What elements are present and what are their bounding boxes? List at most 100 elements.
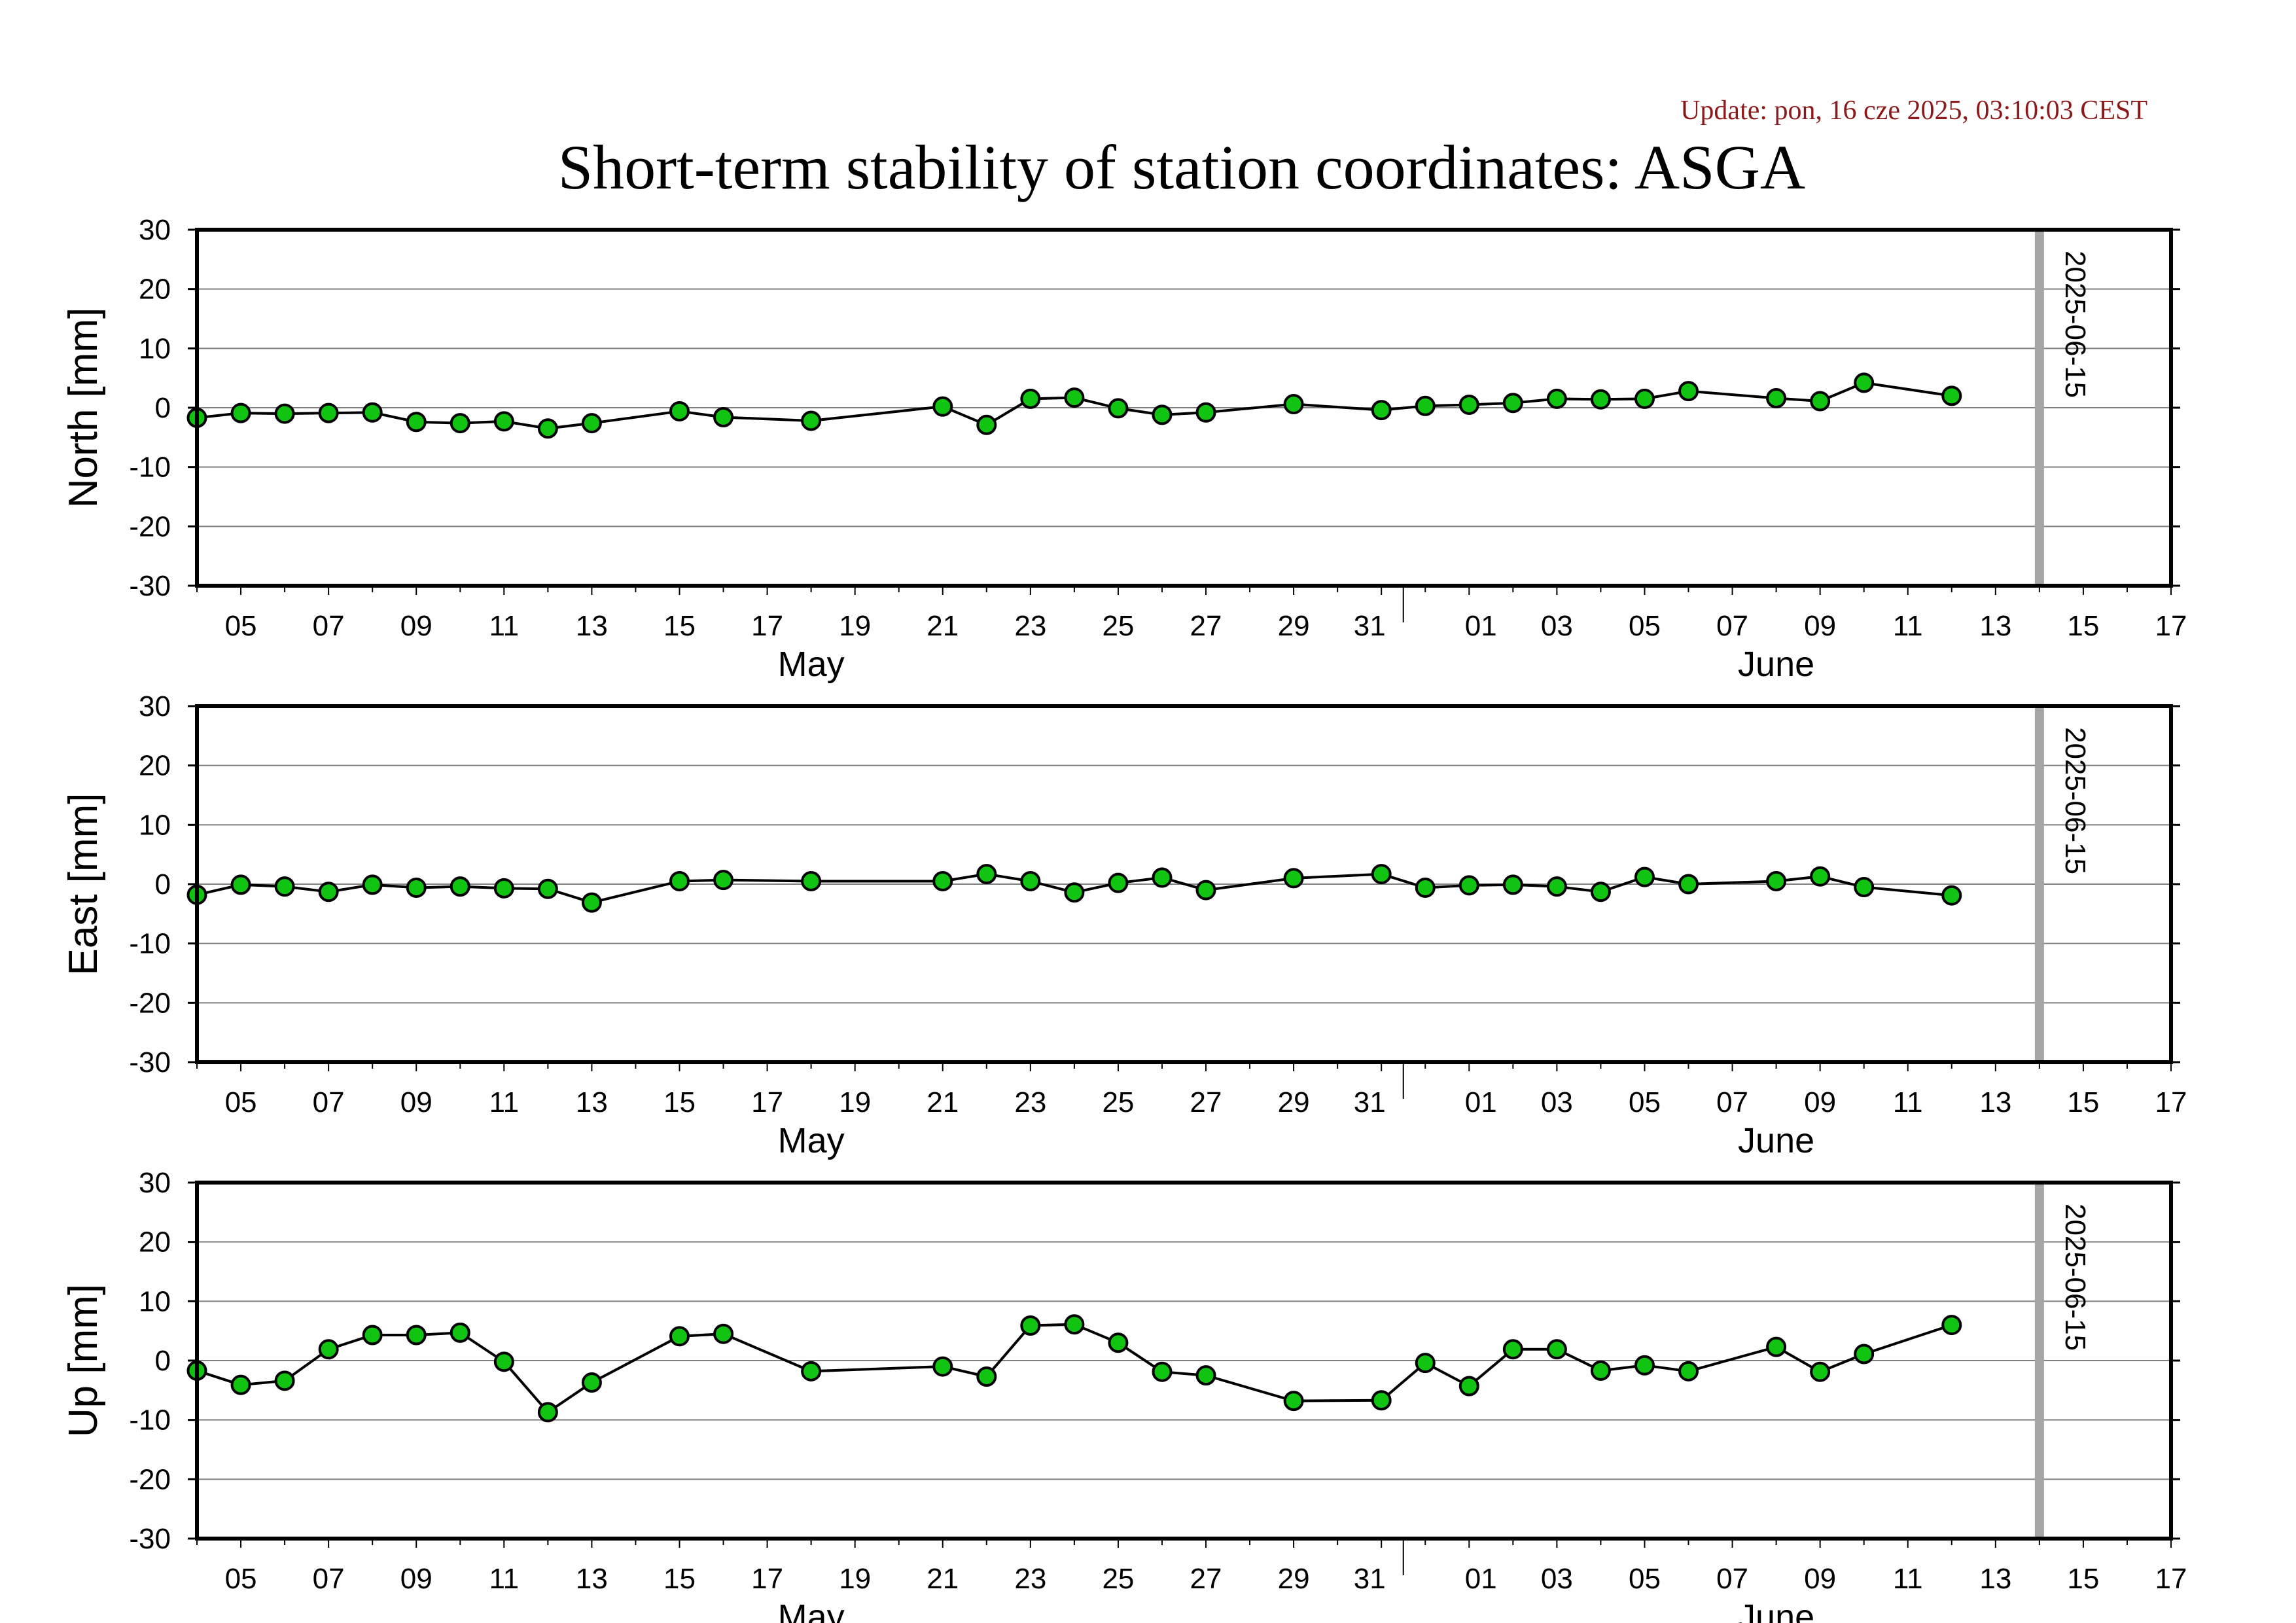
x-tick-label: 25 — [1102, 610, 1134, 642]
data-point — [1283, 868, 1304, 889]
y-tick-label: 30 — [139, 1167, 171, 1199]
data-point — [1371, 1390, 1392, 1411]
data-point — [1371, 864, 1392, 885]
x-tick-label: 17 — [2155, 1086, 2187, 1118]
x-tick-label: 15 — [2067, 610, 2099, 642]
y-axis-label: Up [mm] — [61, 1284, 106, 1437]
data-point — [1108, 872, 1129, 893]
y-tick-label: -20 — [129, 1463, 171, 1495]
y-tick-label: -20 — [129, 987, 171, 1019]
y-tick-label: 20 — [139, 1226, 171, 1258]
x-tick-label: 19 — [839, 1086, 871, 1118]
data-point — [1020, 870, 1041, 891]
plot-frame — [195, 1181, 2173, 1541]
y-tick-label: -20 — [129, 510, 171, 543]
data-point — [318, 402, 339, 423]
y-tick-label: -10 — [129, 452, 171, 484]
x-tick-label: 29 — [1278, 1563, 1310, 1595]
x-tick-label: 05 — [1629, 1563, 1661, 1595]
data-point — [669, 401, 690, 421]
x-tick-label: 13 — [576, 1563, 608, 1595]
data-point — [493, 411, 514, 432]
data-point — [1283, 394, 1304, 415]
x-tick-label: 25 — [1102, 1563, 1134, 1595]
month-label: May — [778, 645, 845, 684]
x-tick-label: 07 — [1716, 610, 1748, 642]
y-tick-label: 0 — [155, 868, 171, 901]
y-tick-label: 30 — [139, 690, 171, 722]
data-point — [318, 882, 339, 902]
x-tick-label: 03 — [1541, 1563, 1573, 1595]
x-tick-label: 23 — [1014, 1086, 1046, 1118]
data-point — [1195, 402, 1216, 423]
x-tick-label: 17 — [2155, 1563, 2187, 1595]
data-point — [274, 1370, 295, 1391]
plot-frame — [195, 704, 2173, 1064]
data-point — [1020, 1315, 1041, 1336]
x-tick-label: 15 — [2067, 1086, 2099, 1118]
x-tick-label: 13 — [1979, 1563, 2011, 1595]
data-point — [581, 413, 602, 434]
data-point — [1590, 389, 1611, 410]
data-point — [1546, 1339, 1567, 1360]
data-point — [450, 413, 470, 434]
x-tick-label: 07 — [1716, 1563, 1748, 1595]
data-point — [581, 1372, 602, 1393]
x-tick-label: 27 — [1190, 1563, 1222, 1595]
data-point — [1678, 1361, 1699, 1382]
x-tick-label: 11 — [489, 1086, 519, 1118]
data-point — [1766, 1336, 1787, 1357]
data-point — [713, 407, 734, 428]
x-tick-label: 07 — [313, 610, 345, 642]
data-point — [1195, 880, 1216, 901]
data-point — [362, 874, 383, 895]
update-timestamp: Update: pon, 16 cze 2025, 03:10:03 CEST — [1680, 96, 2147, 126]
data-point — [1458, 875, 1479, 896]
data-point — [976, 414, 997, 435]
date-marker-label: 2025-06-15 — [2059, 727, 2091, 874]
data-point — [230, 402, 251, 423]
x-tick-label: 05 — [225, 1563, 257, 1595]
x-tick-label: 11 — [489, 1563, 519, 1595]
x-tick-label: 13 — [1979, 610, 2011, 642]
x-tick-label: 17 — [751, 1563, 783, 1595]
data-point — [274, 403, 295, 424]
x-tick-label: 21 — [927, 1563, 959, 1595]
data-point — [1854, 877, 1875, 898]
data-point — [274, 876, 295, 897]
data-point — [801, 870, 822, 891]
chart-title: Short-term stability of station coordina… — [558, 132, 1805, 202]
x-tick-label: 03 — [1541, 1086, 1573, 1118]
date-marker-label: 2025-06-15 — [2059, 251, 2091, 398]
data-point — [1546, 876, 1567, 897]
x-tick-label: 01 — [1465, 1086, 1497, 1118]
data-point — [976, 1366, 997, 1387]
data-point — [1854, 1344, 1875, 1364]
y-tick-label: 0 — [155, 1345, 171, 1377]
x-tick-label: 13 — [1979, 1086, 2011, 1118]
data-point — [1766, 870, 1787, 891]
x-tick-label: 11 — [1893, 1086, 1923, 1118]
y-tick-label: 10 — [139, 332, 171, 365]
data-point — [1590, 1360, 1611, 1381]
data-point — [801, 410, 822, 431]
data-point — [976, 864, 997, 885]
plot-frame — [195, 228, 2173, 588]
x-tick-label: 05 — [1629, 610, 1661, 642]
data-point — [1854, 372, 1875, 393]
data-point — [1283, 1391, 1304, 1412]
x-tick-label: 09 — [400, 1563, 433, 1595]
x-tick-label: 29 — [1278, 610, 1310, 642]
x-tick-label: 07 — [313, 1086, 345, 1118]
y-tick-label: -10 — [129, 1404, 171, 1436]
x-tick-label: 09 — [1804, 610, 1836, 642]
data-point — [1678, 381, 1699, 402]
month-label: June — [1738, 1597, 1814, 1623]
data-point — [1108, 1332, 1129, 1353]
data-point — [230, 1374, 251, 1395]
x-tick-label: 23 — [1014, 1563, 1046, 1595]
x-tick-label: 07 — [313, 1563, 345, 1595]
